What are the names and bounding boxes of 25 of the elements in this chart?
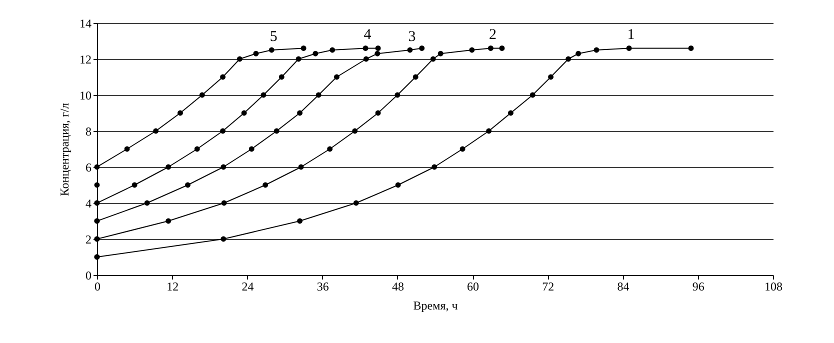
series-label: 5 bbox=[270, 29, 278, 45]
y-tick-label: 14 bbox=[80, 16, 92, 30]
x-tick-label: 48 bbox=[392, 280, 404, 294]
y-axis-title: Концентрация, г/л bbox=[58, 102, 72, 196]
x-tick-label: 84 bbox=[617, 280, 630, 294]
y-tick-label: 8 bbox=[86, 124, 92, 138]
x-tick-label: 24 bbox=[242, 280, 254, 294]
y-tick-label: 6 bbox=[86, 160, 92, 174]
series-label: 3 bbox=[408, 29, 416, 45]
y-tick-label: 10 bbox=[80, 88, 92, 102]
x-tick-label: 36 bbox=[316, 280, 329, 294]
x-tick-label: 108 bbox=[764, 280, 782, 294]
x-axis-title: Время, ч bbox=[413, 298, 458, 312]
x-tick-label: 72 bbox=[542, 280, 554, 294]
y-tick-label: 4 bbox=[86, 196, 92, 210]
series-label: 1 bbox=[627, 27, 635, 44]
series-label: 2 bbox=[488, 27, 496, 44]
y-tick-label: 2 bbox=[86, 232, 92, 246]
y-tick-label: 12 bbox=[80, 52, 92, 66]
x-tick-label: 12 bbox=[166, 280, 179, 294]
x-tick-label: 0 bbox=[94, 280, 100, 294]
x-tick-label: 60 bbox=[467, 280, 480, 294]
y-tick-label: 0 bbox=[86, 268, 92, 282]
series-label: 4 bbox=[364, 27, 372, 44]
x-tick-label: 96 bbox=[692, 280, 704, 294]
